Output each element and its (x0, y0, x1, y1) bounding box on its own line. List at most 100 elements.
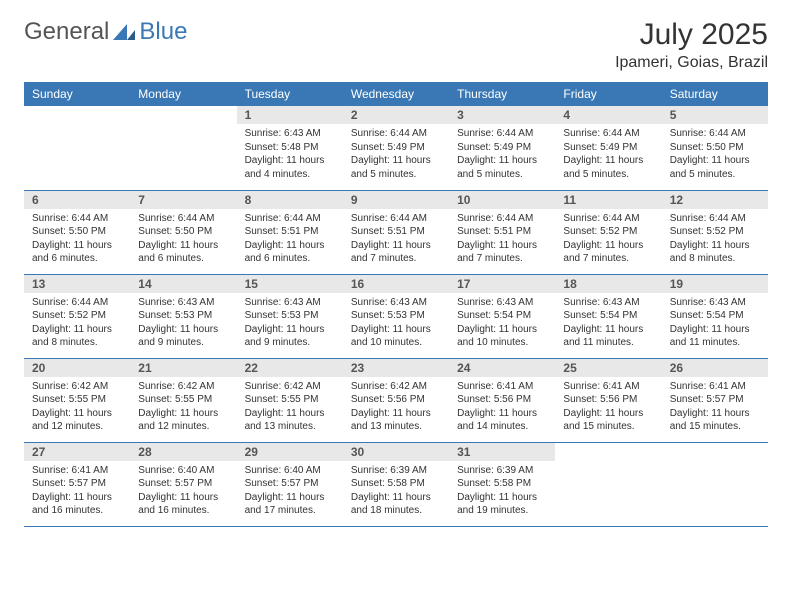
day-details: Sunrise: 6:41 AMSunset: 5:56 PMDaylight:… (449, 377, 555, 438)
day-cell: 18Sunrise: 6:43 AMSunset: 5:54 PMDayligh… (555, 274, 661, 358)
week-row: 6Sunrise: 6:44 AMSunset: 5:50 PMDaylight… (24, 190, 768, 274)
day-number: 12 (662, 191, 768, 209)
day-details: Sunrise: 6:43 AMSunset: 5:54 PMDaylight:… (555, 293, 661, 354)
empty-cell (662, 442, 768, 526)
day-details: Sunrise: 6:44 AMSunset: 5:51 PMDaylight:… (343, 209, 449, 270)
day-cell: 27Sunrise: 6:41 AMSunset: 5:57 PMDayligh… (24, 442, 130, 526)
day-cell: 8Sunrise: 6:44 AMSunset: 5:51 PMDaylight… (237, 190, 343, 274)
day-details: Sunrise: 6:43 AMSunset: 5:54 PMDaylight:… (449, 293, 555, 354)
day-details: Sunrise: 6:42 AMSunset: 5:55 PMDaylight:… (237, 377, 343, 438)
day-cell: 15Sunrise: 6:43 AMSunset: 5:53 PMDayligh… (237, 274, 343, 358)
day-details: Sunrise: 6:42 AMSunset: 5:55 PMDaylight:… (24, 377, 130, 438)
weekday-header: Saturday (662, 82, 768, 106)
day-number: 10 (449, 191, 555, 209)
day-cell: 25Sunrise: 6:41 AMSunset: 5:56 PMDayligh… (555, 358, 661, 442)
day-details: Sunrise: 6:43 AMSunset: 5:53 PMDaylight:… (343, 293, 449, 354)
weekday-row: SundayMondayTuesdayWednesdayThursdayFrid… (24, 82, 768, 106)
day-cell: 22Sunrise: 6:42 AMSunset: 5:55 PMDayligh… (237, 358, 343, 442)
day-cell: 19Sunrise: 6:43 AMSunset: 5:54 PMDayligh… (662, 274, 768, 358)
empty-cell (24, 106, 130, 190)
day-number: 16 (343, 275, 449, 293)
weekday-header: Thursday (449, 82, 555, 106)
day-cell: 28Sunrise: 6:40 AMSunset: 5:57 PMDayligh… (130, 442, 236, 526)
day-number: 17 (449, 275, 555, 293)
day-details: Sunrise: 6:41 AMSunset: 5:56 PMDaylight:… (555, 377, 661, 438)
day-details: Sunrise: 6:44 AMSunset: 5:49 PMDaylight:… (343, 124, 449, 185)
day-details: Sunrise: 6:41 AMSunset: 5:57 PMDaylight:… (24, 461, 130, 522)
week-row: 20Sunrise: 6:42 AMSunset: 5:55 PMDayligh… (24, 358, 768, 442)
day-number: 6 (24, 191, 130, 209)
day-number: 23 (343, 359, 449, 377)
day-cell: 2Sunrise: 6:44 AMSunset: 5:49 PMDaylight… (343, 106, 449, 190)
day-cell: 20Sunrise: 6:42 AMSunset: 5:55 PMDayligh… (24, 358, 130, 442)
week-row: 27Sunrise: 6:41 AMSunset: 5:57 PMDayligh… (24, 442, 768, 526)
day-cell: 16Sunrise: 6:43 AMSunset: 5:53 PMDayligh… (343, 274, 449, 358)
location: Ipameri, Goias, Brazil (615, 54, 768, 72)
day-number: 15 (237, 275, 343, 293)
day-details: Sunrise: 6:44 AMSunset: 5:52 PMDaylight:… (662, 209, 768, 270)
logo-text-blue: Blue (139, 18, 187, 46)
weekday-header: Sunday (24, 82, 130, 106)
day-details: Sunrise: 6:43 AMSunset: 5:48 PMDaylight:… (237, 124, 343, 185)
day-details: Sunrise: 6:44 AMSunset: 5:51 PMDaylight:… (237, 209, 343, 270)
day-number: 7 (130, 191, 236, 209)
day-number: 11 (555, 191, 661, 209)
day-details: Sunrise: 6:44 AMSunset: 5:50 PMDaylight:… (662, 124, 768, 185)
calendar-body: 1Sunrise: 6:43 AMSunset: 5:48 PMDaylight… (24, 106, 768, 526)
weekday-header: Tuesday (237, 82, 343, 106)
day-cell: 11Sunrise: 6:44 AMSunset: 5:52 PMDayligh… (555, 190, 661, 274)
day-cell: 5Sunrise: 6:44 AMSunset: 5:50 PMDaylight… (662, 106, 768, 190)
logo-text-general: General (24, 18, 109, 46)
day-number: 24 (449, 359, 555, 377)
day-cell: 23Sunrise: 6:42 AMSunset: 5:56 PMDayligh… (343, 358, 449, 442)
day-cell: 6Sunrise: 6:44 AMSunset: 5:50 PMDaylight… (24, 190, 130, 274)
month-title: July 2025 (615, 18, 768, 52)
day-cell: 4Sunrise: 6:44 AMSunset: 5:49 PMDaylight… (555, 106, 661, 190)
day-number: 18 (555, 275, 661, 293)
day-details: Sunrise: 6:43 AMSunset: 5:53 PMDaylight:… (130, 293, 236, 354)
weekday-header: Friday (555, 82, 661, 106)
weekday-header: Monday (130, 82, 236, 106)
day-cell: 1Sunrise: 6:43 AMSunset: 5:48 PMDaylight… (237, 106, 343, 190)
weekday-header: Wednesday (343, 82, 449, 106)
calendar-header: SundayMondayTuesdayWednesdayThursdayFrid… (24, 82, 768, 106)
day-number: 31 (449, 443, 555, 461)
day-details: Sunrise: 6:43 AMSunset: 5:54 PMDaylight:… (662, 293, 768, 354)
day-number: 2 (343, 106, 449, 124)
day-number: 13 (24, 275, 130, 293)
logo-mark-icon (113, 24, 135, 40)
day-details: Sunrise: 6:39 AMSunset: 5:58 PMDaylight:… (449, 461, 555, 522)
day-cell: 10Sunrise: 6:44 AMSunset: 5:51 PMDayligh… (449, 190, 555, 274)
day-details: Sunrise: 6:44 AMSunset: 5:50 PMDaylight:… (130, 209, 236, 270)
day-cell: 21Sunrise: 6:42 AMSunset: 5:55 PMDayligh… (130, 358, 236, 442)
title-block: July 2025 Ipameri, Goias, Brazil (615, 18, 768, 72)
day-number: 25 (555, 359, 661, 377)
day-details: Sunrise: 6:42 AMSunset: 5:55 PMDaylight:… (130, 377, 236, 438)
day-number: 26 (662, 359, 768, 377)
day-cell: 29Sunrise: 6:40 AMSunset: 5:57 PMDayligh… (237, 442, 343, 526)
day-number: 4 (555, 106, 661, 124)
day-cell: 24Sunrise: 6:41 AMSunset: 5:56 PMDayligh… (449, 358, 555, 442)
day-cell: 26Sunrise: 6:41 AMSunset: 5:57 PMDayligh… (662, 358, 768, 442)
day-details: Sunrise: 6:39 AMSunset: 5:58 PMDaylight:… (343, 461, 449, 522)
day-details: Sunrise: 6:44 AMSunset: 5:50 PMDaylight:… (24, 209, 130, 270)
day-details: Sunrise: 6:43 AMSunset: 5:53 PMDaylight:… (237, 293, 343, 354)
day-number: 19 (662, 275, 768, 293)
week-row: 13Sunrise: 6:44 AMSunset: 5:52 PMDayligh… (24, 274, 768, 358)
logo: General Blue (24, 18, 187, 46)
day-number: 30 (343, 443, 449, 461)
day-details: Sunrise: 6:44 AMSunset: 5:49 PMDaylight:… (555, 124, 661, 185)
empty-cell (555, 442, 661, 526)
day-number: 5 (662, 106, 768, 124)
day-number: 14 (130, 275, 236, 293)
day-cell: 17Sunrise: 6:43 AMSunset: 5:54 PMDayligh… (449, 274, 555, 358)
day-cell: 13Sunrise: 6:44 AMSunset: 5:52 PMDayligh… (24, 274, 130, 358)
day-number: 9 (343, 191, 449, 209)
day-cell: 31Sunrise: 6:39 AMSunset: 5:58 PMDayligh… (449, 442, 555, 526)
day-details: Sunrise: 6:44 AMSunset: 5:51 PMDaylight:… (449, 209, 555, 270)
day-cell: 9Sunrise: 6:44 AMSunset: 5:51 PMDaylight… (343, 190, 449, 274)
day-details: Sunrise: 6:40 AMSunset: 5:57 PMDaylight:… (130, 461, 236, 522)
week-row: 1Sunrise: 6:43 AMSunset: 5:48 PMDaylight… (24, 106, 768, 190)
day-details: Sunrise: 6:41 AMSunset: 5:57 PMDaylight:… (662, 377, 768, 438)
day-details: Sunrise: 6:44 AMSunset: 5:52 PMDaylight:… (24, 293, 130, 354)
